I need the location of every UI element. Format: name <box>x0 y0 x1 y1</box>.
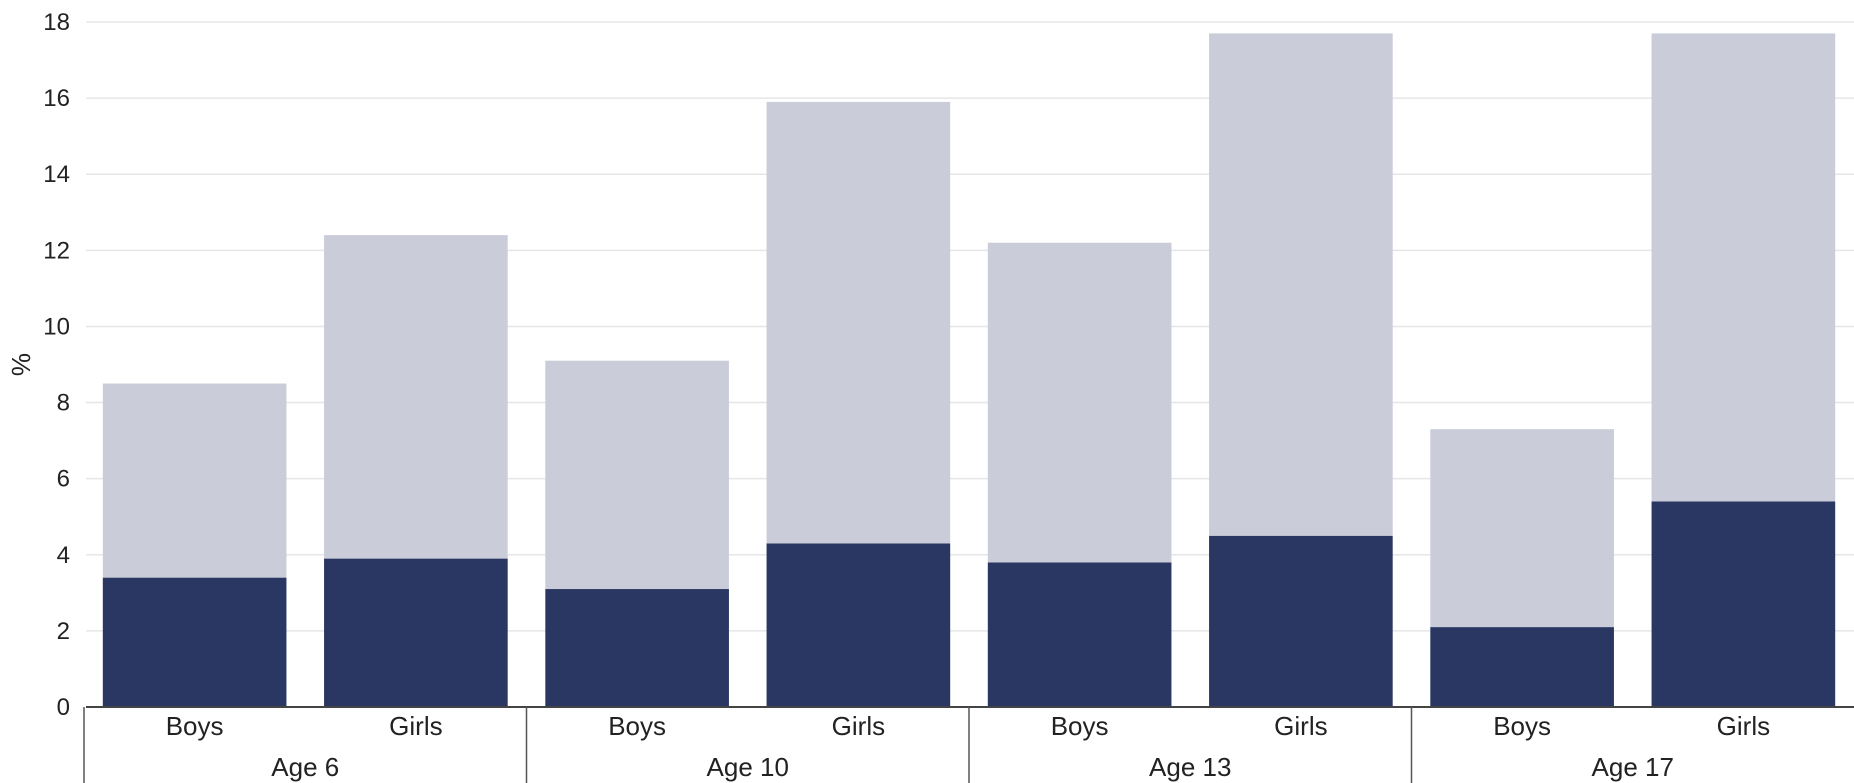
y-tick-label: 4 <box>57 542 70 569</box>
bar-upper-segment <box>545 360 729 590</box>
bar-upper-segment <box>1651 33 1836 502</box>
y-tick-label: 6 <box>57 466 70 493</box>
bar-upper-segment <box>1430 429 1614 628</box>
bar-lower-segment <box>324 558 508 707</box>
x-category-label: Girls <box>1717 711 1770 741</box>
y-tick-label: 0 <box>57 694 70 721</box>
bar-lower-segment <box>1651 501 1836 707</box>
bar-lower-segment <box>1430 627 1614 707</box>
x-category-label: Boys <box>166 711 224 741</box>
y-tick-label: 14 <box>43 161 70 188</box>
y-tick-label: 10 <box>43 313 70 340</box>
y-axis-title: % <box>6 353 36 376</box>
y-tick-label: 12 <box>43 237 70 264</box>
bar-lower-segment <box>987 562 1172 707</box>
x-category-label: Girls <box>832 711 885 741</box>
bar-lower-segment <box>102 577 287 707</box>
bar-lower-segment <box>766 543 951 707</box>
x-group-label: Age 13 <box>1149 752 1231 782</box>
x-category-label: Boys <box>1051 711 1109 741</box>
x-category-label: Girls <box>1274 711 1327 741</box>
x-category-label: Girls <box>389 711 442 741</box>
bar-lower-segment <box>1209 535 1393 707</box>
x-group-label: Age 17 <box>1592 752 1674 782</box>
bar-upper-segment <box>1209 33 1393 536</box>
y-tick-label: 18 <box>43 9 70 36</box>
bar-upper-segment <box>766 101 951 544</box>
x-category-label: Boys <box>608 711 666 741</box>
bar-upper-segment <box>102 383 287 578</box>
y-tick-label: 8 <box>57 390 70 417</box>
y-tick-label: 2 <box>57 618 70 645</box>
x-group-label: Age 6 <box>271 752 339 782</box>
bar-upper-segment <box>987 242 1172 563</box>
y-tick-label: 16 <box>43 85 70 112</box>
bar-lower-segment <box>545 589 729 707</box>
x-group-label: Age 10 <box>707 752 789 782</box>
bar-upper-segment <box>324 235 508 559</box>
x-category-label: Boys <box>1493 711 1551 741</box>
